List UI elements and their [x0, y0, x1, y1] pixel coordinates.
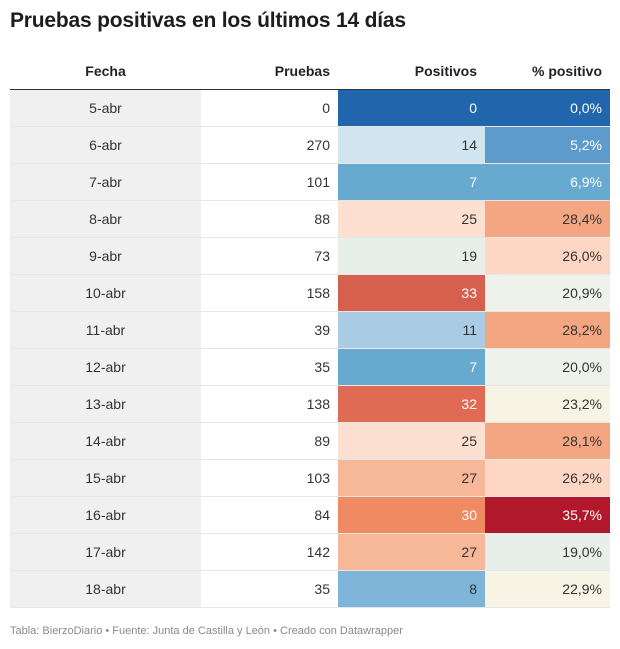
table-row: 8-abr 88 25 28,4% [10, 200, 610, 238]
cell-positivos: 7 [338, 348, 485, 386]
cell-pruebas: 138 [201, 385, 338, 423]
cell-pct-positivo: 26,2% [485, 459, 610, 497]
cell-pct-positivo: 6,9% [485, 163, 610, 201]
cell-positivos: 25 [338, 422, 485, 460]
chart-title: Pruebas positivas en los últimos 14 días [10, 9, 406, 32]
cell-pruebas: 0 [201, 89, 338, 127]
cell-pruebas: 39 [201, 311, 338, 349]
cell-pruebas: 89 [201, 422, 338, 460]
cell-pct-positivo: 19,0% [485, 533, 610, 571]
table-row: 16-abr 84 30 35,7% [10, 496, 610, 534]
header-positivos[interactable]: Positivos [338, 52, 485, 90]
cell-pruebas: 84 [201, 496, 338, 534]
cell-positivos: 27 [338, 459, 485, 497]
cell-pruebas: 103 [201, 459, 338, 497]
cell-pruebas: 142 [201, 533, 338, 571]
cell-fecha: 6-abr [10, 126, 201, 164]
table-row: 5-abr 0 0 0,0% [10, 89, 610, 127]
table-row: 10-abr 158 33 20,9% [10, 274, 610, 312]
cell-pct-positivo: 20,9% [485, 274, 610, 312]
table-row: 9-abr 73 19 26,0% [10, 237, 610, 275]
cell-pct-positivo: 28,4% [485, 200, 610, 238]
cell-positivos: 11 [338, 311, 485, 349]
table-row: 7-abr 101 7 6,9% [10, 163, 610, 201]
cell-fecha: 16-abr [10, 496, 201, 534]
table-row: 6-abr 270 14 5,2% [10, 126, 610, 164]
cell-fecha: 8-abr [10, 200, 201, 238]
cell-pct-positivo: 23,2% [485, 385, 610, 423]
cell-fecha: 15-abr [10, 459, 201, 497]
cell-positivos: 8 [338, 570, 485, 608]
cell-pruebas: 158 [201, 274, 338, 312]
cell-fecha: 11-abr [10, 311, 201, 349]
table-header-row: Fecha Pruebas Positivos % positivo [10, 52, 610, 90]
cell-pct-positivo: 20,0% [485, 348, 610, 386]
cell-fecha: 13-abr [10, 385, 201, 423]
cell-positivos: 30 [338, 496, 485, 534]
cell-pruebas: 101 [201, 163, 338, 201]
cell-pruebas: 35 [201, 570, 338, 608]
cell-fecha: 14-abr [10, 422, 201, 460]
positive-tests-table: Fecha Pruebas Positivos % positivo 5-abr… [10, 52, 610, 608]
cell-fecha: 10-abr [10, 274, 201, 312]
cell-positivos: 14 [338, 126, 485, 164]
table-row: 13-abr 138 32 23,2% [10, 385, 610, 423]
table-row: 11-abr 39 11 28,2% [10, 311, 610, 349]
cell-positivos: 32 [338, 385, 485, 423]
cell-pruebas: 88 [201, 200, 338, 238]
cell-pct-positivo: 22,9% [485, 570, 610, 608]
table-row: 12-abr 35 7 20,0% [10, 348, 610, 386]
cell-pct-positivo: 0,0% [485, 89, 610, 127]
cell-pruebas: 270 [201, 126, 338, 164]
cell-positivos: 7 [338, 163, 485, 201]
cell-pct-positivo: 26,0% [485, 237, 610, 275]
header-pruebas[interactable]: Pruebas [201, 52, 338, 90]
header-pct-positivo[interactable]: % positivo [485, 52, 610, 90]
cell-positivos: 33 [338, 274, 485, 312]
source-footer: Tabla: BierzoDiario • Fuente: Junta de C… [10, 625, 403, 637]
cell-positivos: 27 [338, 533, 485, 571]
cell-pct-positivo: 28,1% [485, 422, 610, 460]
cell-positivos: 25 [338, 200, 485, 238]
cell-pruebas: 35 [201, 348, 338, 386]
cell-fecha: 9-abr [10, 237, 201, 275]
cell-fecha: 12-abr [10, 348, 201, 386]
cell-positivos: 19 [338, 237, 485, 275]
cell-pct-positivo: 28,2% [485, 311, 610, 349]
cell-fecha: 17-abr [10, 533, 201, 571]
cell-pct-positivo: 5,2% [485, 126, 610, 164]
cell-fecha: 7-abr [10, 163, 201, 201]
cell-fecha: 5-abr [10, 89, 201, 127]
table-row: 15-abr 103 27 26,2% [10, 459, 610, 497]
table-body: 5-abr 0 0 0,0% 6-abr 270 14 5,2% 7-abr 101 7 6,9% 8-… [10, 89, 610, 608]
header-fecha[interactable]: Fecha [10, 52, 201, 90]
cell-pruebas: 73 [201, 237, 338, 275]
table-row: 18-abr 35 8 22,9% [10, 570, 610, 608]
table-row: 14-abr 89 25 28,1% [10, 422, 610, 460]
cell-pct-positivo: 35,7% [485, 496, 610, 534]
cell-fecha: 18-abr [10, 570, 201, 608]
cell-positivos: 0 [338, 89, 485, 127]
table-row: 17-abr 142 27 19,0% [10, 533, 610, 571]
